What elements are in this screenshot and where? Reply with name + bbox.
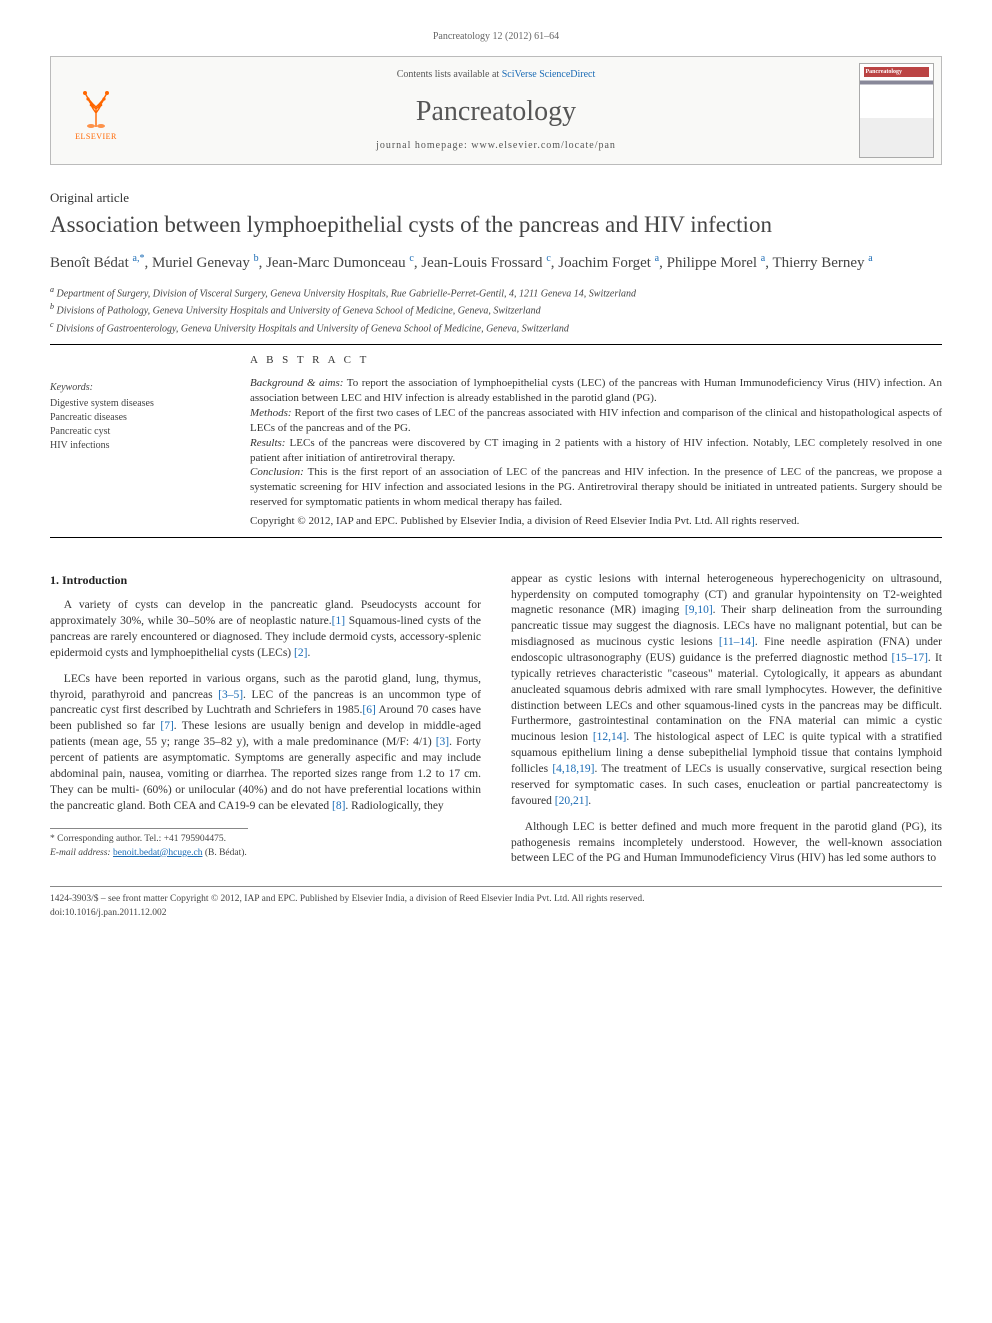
horizontal-rule [50, 344, 942, 345]
body-paragraph: Although LEC is better defined and much … [511, 820, 942, 868]
homepage-prefix: journal homepage: [376, 140, 471, 151]
affiliation-line: b Divisions of Pathology, Geneva Univers… [50, 301, 942, 318]
corresponding-author-footnote: * Corresponding author. Tel.: +41 795904… [50, 828, 248, 859]
corresponding-email: E-mail address: benoit.bedat@hcuge.ch (B… [50, 847, 248, 860]
journal-cover-thumbnail: Pancreatology [859, 63, 934, 158]
corresp-tel-value: +41 795904475. [164, 834, 226, 844]
citation-link[interactable]: [4,18,19] [552, 763, 594, 775]
citation-link[interactable]: [3] [436, 736, 449, 748]
corresponding-tel: * Corresponding author. Tel.: +41 795904… [50, 833, 248, 846]
email-label: E-mail address: [50, 848, 113, 858]
affiliation-line: c Divisions of Gastroenterology, Geneva … [50, 319, 942, 336]
body-paragraph: A variety of cysts can develop in the pa… [50, 598, 481, 661]
publisher-logo-cell: ELSEVIER [51, 57, 141, 164]
keywords-heading: Keywords: [50, 381, 220, 395]
header-center: Contents lists available at SciVerse Sci… [141, 57, 851, 164]
cover-title-text: Pancreatology [866, 68, 903, 76]
doi-line: doi:10.1016/j.pan.2011.12.002 [50, 907, 942, 920]
contents-prefix: Contents lists available at [397, 69, 502, 80]
citation-link[interactable]: [8] [332, 800, 345, 812]
keyword-item: HIV infections [50, 439, 220, 453]
citation-link[interactable]: [1] [332, 615, 345, 627]
journal-name: Pancreatology [153, 92, 839, 131]
citation-link[interactable]: [2] [294, 647, 307, 659]
citation-link[interactable]: [9,10] [685, 604, 713, 616]
email-link[interactable]: benoit.bedat@hcuge.ch [113, 848, 202, 858]
keywords-column: Keywords: Digestive system diseasesPancr… [50, 353, 220, 529]
email-suffix: (B. Bédat). [202, 848, 246, 858]
keyword-item: Pancreatic diseases [50, 411, 220, 425]
contents-available-line: Contents lists available at SciVerse Sci… [153, 68, 839, 82]
abstract-copyright: Copyright © 2012, IAP and EPC. Published… [250, 514, 942, 529]
abstract-segment: Conclusion: This is the first report of … [250, 465, 942, 510]
citation-link[interactable]: [6] [362, 704, 375, 716]
citation-link[interactable]: [3–5] [218, 689, 243, 701]
keyword-item: Pancreatic cyst [50, 425, 220, 439]
abstract-segment: Results: LECs of the pancreas were disco… [250, 436, 942, 466]
keywords-list: Digestive system diseasesPancreatic dise… [50, 397, 220, 453]
journal-homepage-line: journal homepage: www.elsevier.com/locat… [153, 139, 839, 153]
journal-cover-cell: Pancreatology [851, 57, 941, 164]
author-list: Benoît Bédat a,*, Muriel Genevay b, Jean… [50, 252, 942, 274]
affiliation-line: a Department of Surgery, Division of Vis… [50, 284, 942, 301]
abstract-segment: Methods: Report of the first two cases o… [250, 406, 942, 436]
abstract-column: A B S T R A C T Background & aims: To re… [250, 353, 942, 529]
issn-copyright-line: 1424-3903/$ – see front matter Copyright… [50, 893, 942, 906]
journal-reference: Pancreatology 12 (2012) 61–64 [50, 30, 942, 44]
elsevier-tree-icon [71, 79, 121, 129]
abstract-text: Background & aims: To report the associa… [250, 376, 942, 528]
citation-link[interactable]: [7] [160, 720, 173, 732]
citation-link[interactable]: [12,14] [593, 731, 627, 743]
affiliations: a Department of Surgery, Division of Vis… [50, 284, 942, 336]
keyword-item: Digestive system diseases [50, 397, 220, 411]
publisher-name: ELSEVIER [75, 131, 117, 142]
article-title: Association between lymphoepithelial cys… [50, 211, 942, 240]
abstract-wrapper: Keywords: Digestive system diseasesPancr… [50, 353, 942, 529]
section-heading-introduction: 1. Introduction [50, 572, 481, 589]
homepage-url[interactable]: www.elsevier.com/locate/pan [471, 140, 616, 151]
citation-link[interactable]: [11–14] [719, 636, 755, 648]
abstract-heading: A B S T R A C T [250, 353, 942, 368]
body-paragraph: LECs have been reported in various organ… [50, 672, 481, 815]
citation-link[interactable]: [15–17] [892, 652, 928, 664]
sciencedirect-link[interactable]: SciVerse ScienceDirect [502, 69, 596, 80]
citation-link[interactable]: [20,21] [555, 795, 589, 807]
article-body: 1. Introduction A variety of cysts can d… [50, 572, 942, 869]
corresp-label: * Corresponding author. Tel.: [50, 834, 164, 844]
abstract-segment: Background & aims: To report the associa… [250, 376, 942, 406]
journal-header: ELSEVIER Contents lists available at Sci… [50, 56, 942, 165]
article-type: Original article [50, 189, 942, 207]
horizontal-rule [50, 537, 942, 538]
body-paragraph: appear as cystic lesions with internal h… [511, 572, 942, 810]
footer-copyright: 1424-3903/$ – see front matter Copyright… [50, 886, 942, 920]
